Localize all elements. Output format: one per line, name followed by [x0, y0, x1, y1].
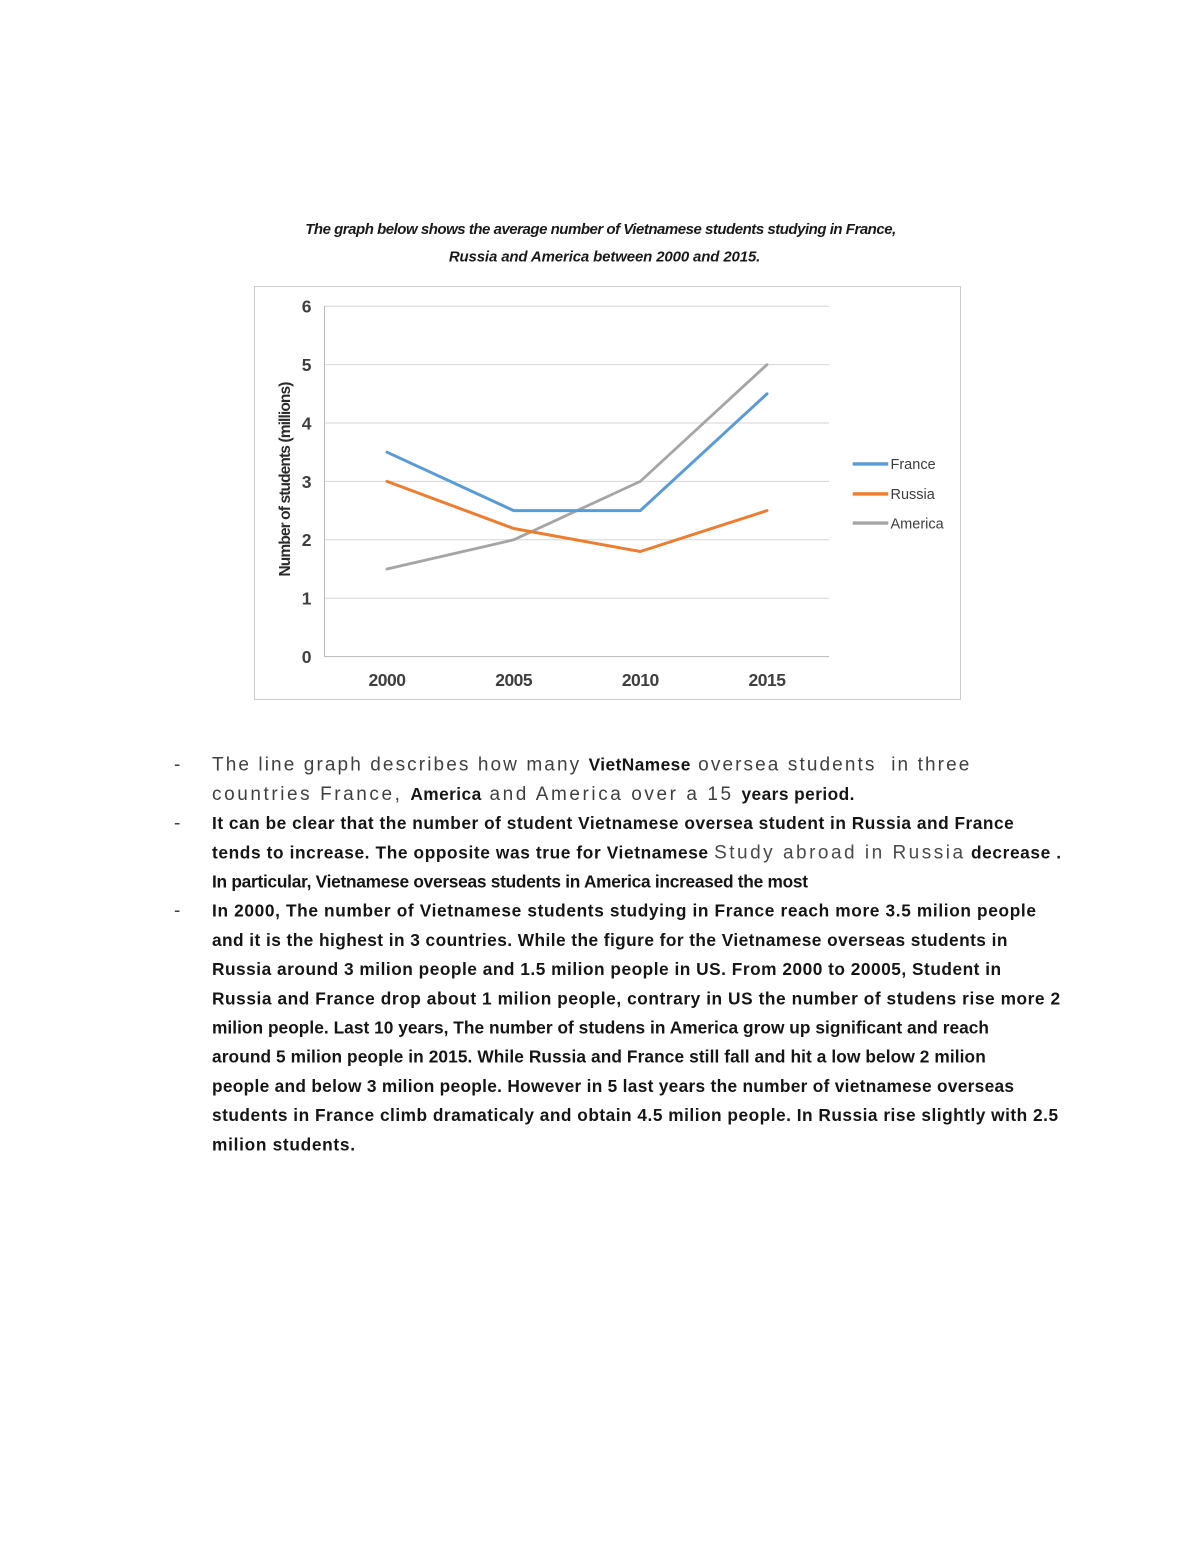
svg-text:2005: 2005 [495, 670, 533, 690]
svg-text:2000: 2000 [369, 670, 407, 690]
svg-text:In particular, Vietnamese over: In particular, Vietnamese overseas stude… [212, 872, 808, 892]
svg-text:6: 6 [302, 297, 312, 317]
svg-text:-: - [174, 901, 180, 922]
svg-text:America: America [891, 516, 945, 532]
svg-text:4: 4 [302, 413, 312, 433]
svg-text:around 5 milion people in 2015: around 5 milion people in 2015. While Ru… [212, 1047, 986, 1067]
svg-text:Russia around 3 milion people: Russia around 3 milion people and 1.5 mi… [212, 959, 1002, 979]
svg-text:Russia: Russia [891, 487, 936, 503]
svg-text:tends to increase. The opposit: tends to increase. The opposite was true… [212, 842, 1062, 863]
svg-text:countries France, America and: countries France, America and America ov… [212, 784, 855, 805]
svg-text:It can be clear that the numbe: It can be clear that the number of stude… [212, 813, 1014, 833]
svg-text:2010: 2010 [622, 670, 660, 690]
svg-text:Russia and America between 200: Russia and America between 2000 and 2015… [449, 249, 760, 266]
svg-text:5: 5 [302, 355, 312, 375]
svg-text:0: 0 [302, 647, 312, 667]
svg-text:milion students.: milion students. [212, 1134, 356, 1154]
svg-text:In 2000, The number of Vietnam: In 2000, The number of Vietnamese studen… [212, 901, 1037, 921]
svg-text:and it is the highest in 3 cou: and it is the highest in 3 countries. Wh… [212, 930, 1008, 950]
svg-text:-: - [174, 755, 180, 776]
svg-text:Number of students (millions): Number of students (millions) [277, 382, 294, 577]
svg-text:-: - [174, 813, 180, 834]
svg-text:The line graph describes how m: The line graph describes how many VietNa… [212, 755, 971, 776]
svg-text:Russia and France drop about 1: Russia and France drop about 1 milion pe… [212, 988, 1061, 1008]
svg-text:France: France [891, 457, 936, 473]
svg-text:The graph below shows the aver: The graph below shows the average number… [305, 221, 896, 238]
svg-text:people and below 3 milion peop: people and below 3 milion people. Howeve… [212, 1076, 1014, 1096]
svg-text:3: 3 [302, 472, 312, 492]
svg-text:students in France climb drama: students in France climb dramaticaly and… [212, 1105, 1059, 1125]
svg-text:2015: 2015 [749, 670, 787, 690]
svg-text:1: 1 [302, 589, 312, 609]
svg-text:milion people. Last 10 years,: milion people. Last 10 years, The number… [212, 1018, 989, 1038]
svg-text:2: 2 [302, 530, 312, 550]
